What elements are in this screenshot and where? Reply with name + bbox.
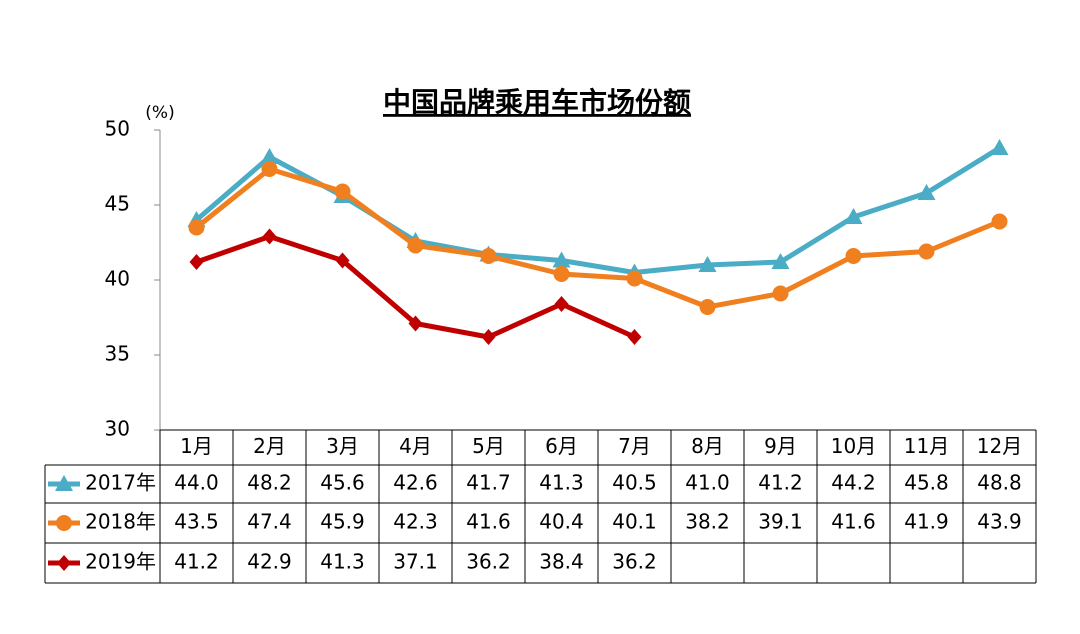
table-value: 40.4 [539,510,584,534]
data-point [991,213,1008,230]
legend-label: 2017年 [85,471,156,495]
table-value: 38.4 [539,550,584,574]
data-point [260,148,279,164]
data-point [334,183,351,200]
data-point [698,256,717,272]
x-tick-label: 7月 [618,434,651,458]
chart-title: 中国品牌乘用车市场份额 [383,86,691,119]
table-value: 44.0 [174,471,219,495]
legend-marker [56,515,72,531]
x-tick-label: 3月 [326,434,359,458]
x-tick-label: 6月 [545,434,578,458]
table-value: 38.2 [685,510,730,534]
y-tick-label: 35 [105,342,130,366]
table-value: 36.2 [466,550,511,574]
data-point [772,285,789,302]
table-value: 45.6 [320,471,365,495]
legend-label: 2018年 [85,510,156,534]
data-point [699,299,716,315]
x-tick-label: 12月 [977,434,1022,458]
table-value: 39.1 [758,510,803,534]
data-point [480,248,497,264]
data-point [189,254,204,270]
data-point [552,251,571,268]
x-tick-label: 5月 [472,434,505,458]
table-value: 41.7 [466,471,511,495]
data-point [408,315,423,332]
table-value: 40.5 [612,471,657,495]
data-point [188,219,205,236]
y-tick-label: 30 [105,417,130,441]
x-tick-label: 2月 [253,434,286,458]
table-value: 40.1 [612,510,657,534]
data-point [554,296,569,312]
table-value: 41.9 [904,510,949,534]
table-value: 48.8 [977,471,1022,495]
table-value: 36.2 [612,550,657,574]
table-value: 45.8 [904,471,949,495]
series-line [194,166,1001,310]
table-value: 45.9 [320,510,365,534]
data-point [771,253,790,269]
table-value: 44.2 [831,471,876,495]
y-tick-label: 45 [105,192,130,216]
x-tick-label: 11月 [904,434,949,458]
data-point [261,161,278,177]
data-point [626,270,643,287]
data-point [990,139,1009,155]
data-point [553,266,570,282]
data-point [481,329,496,345]
x-tick-label: 8月 [691,434,724,458]
data-point [262,228,277,245]
data-point [917,184,936,200]
table-value: 41.2 [174,550,219,574]
data-point [844,208,863,224]
table-value: 41.6 [466,510,511,534]
y-tick-label: 40 [105,267,130,291]
table-value: 37.1 [393,550,438,574]
table-value: 48.2 [247,471,292,495]
x-tick-label: 10月 [831,434,876,458]
x-tick-label: 4月 [399,434,432,458]
table-value: 41.3 [539,471,584,495]
table-value: 47.4 [247,510,292,534]
y-axis-label: (%) [145,103,174,123]
legend-marker [57,555,71,571]
data-point [627,329,642,345]
x-tick-label: 9月 [764,434,797,458]
table-value: 41.0 [685,471,730,495]
data-point [918,243,935,260]
x-tick-label: 1月 [180,434,213,458]
legend-label: 2019年 [85,550,156,574]
table-value: 42.6 [393,471,438,495]
table-value: 41.3 [320,550,365,574]
data-point [335,252,350,269]
table-value: 43.9 [977,510,1022,534]
table-value: 43.5 [174,510,219,534]
table-value: 41.2 [758,471,803,495]
data-point [845,248,862,264]
y-tick-label: 50 [105,117,130,141]
table-value: 42.3 [393,510,438,534]
table-value: 42.9 [247,550,292,574]
legend-marker [55,475,73,491]
table-value: 41.6 [831,510,876,534]
data-point [407,237,424,254]
